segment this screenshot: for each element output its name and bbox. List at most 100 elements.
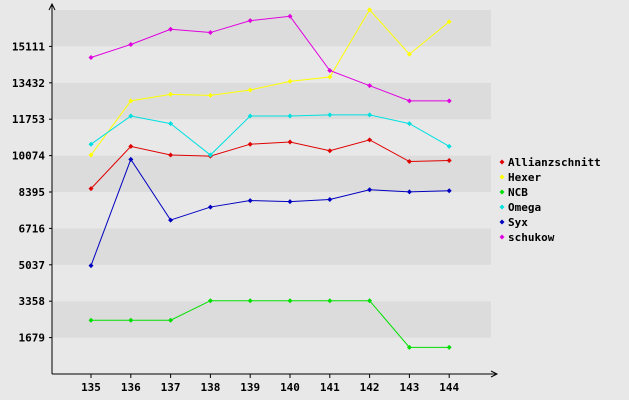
data-point [327, 67, 333, 73]
grid-band [52, 228, 491, 265]
data-point [207, 152, 213, 158]
legend-item: NCB [499, 186, 528, 199]
data-point [406, 98, 412, 104]
data-point [367, 137, 373, 143]
data-point [128, 113, 134, 119]
x-axis-arrow [490, 370, 499, 378]
data-point [207, 204, 213, 210]
data-point [168, 317, 174, 323]
x-tick-label: 135 [81, 381, 101, 394]
data-point [88, 263, 94, 269]
grid-band [52, 301, 491, 338]
grid-band [52, 119, 491, 156]
x-tick-label: 139 [240, 381, 260, 394]
y-tick-label: 5037 [19, 259, 46, 272]
data-point [406, 51, 412, 57]
x-axis-ticks: 135 136 137 138 139 140 141 142 143 144 [81, 374, 460, 394]
y-tick-label: 8395 [19, 186, 46, 199]
series-schukow [88, 13, 452, 104]
data-point [207, 92, 213, 98]
x-tick-label: 142 [360, 381, 380, 394]
data-point [406, 159, 412, 165]
data-point [207, 30, 213, 36]
legend-marker [499, 189, 505, 195]
data-point [247, 198, 253, 204]
data-point [327, 112, 333, 118]
data-point [128, 41, 134, 47]
data-point [287, 139, 293, 145]
data-point [247, 141, 253, 147]
axes [48, 2, 499, 378]
data-point [128, 317, 134, 323]
x-tick-label: 137 [161, 381, 181, 394]
data-point [168, 26, 174, 32]
legend-marker [499, 234, 505, 240]
grid-band [52, 10, 491, 47]
data-point [446, 19, 452, 25]
grid-band [52, 192, 491, 229]
grid-bands [52, 10, 491, 374]
data-point [88, 317, 94, 323]
data-point [406, 189, 412, 195]
data-point [446, 188, 452, 194]
data-point [367, 112, 373, 118]
x-tick-label: 140 [280, 381, 300, 394]
grid-band [52, 46, 491, 83]
data-point [88, 54, 94, 60]
legend-label: schukow [508, 231, 555, 244]
y-tick-label: 13432 [12, 77, 45, 90]
data-point [128, 156, 134, 162]
legend: Allianzschnitt Hexer NCB Omega Syx schukow [499, 156, 601, 244]
data-point [207, 298, 213, 304]
legend-item: Omega [499, 201, 541, 214]
legend-marker [499, 204, 505, 210]
y-axis-arrow [48, 2, 56, 11]
data-point [287, 13, 293, 19]
x-tick-label: 143 [399, 381, 419, 394]
series-lines [88, 7, 452, 350]
data-point [287, 78, 293, 84]
grid-band [52, 337, 491, 374]
data-point [446, 98, 452, 104]
y-tick-label: 3358 [19, 295, 46, 308]
data-point [128, 143, 134, 149]
data-point [88, 186, 94, 192]
data-point [168, 121, 174, 127]
legend-label: NCB [508, 186, 528, 199]
legend-item: schukow [499, 231, 555, 244]
legend-marker [499, 219, 505, 225]
x-tick-label: 141 [320, 381, 340, 394]
data-point [367, 187, 373, 193]
data-point [128, 98, 134, 104]
y-tick-label: 6716 [19, 222, 46, 235]
data-point [287, 199, 293, 205]
series-omega [88, 112, 452, 158]
data-point [367, 83, 373, 89]
x-tick-label: 144 [439, 381, 459, 394]
series-line [90, 158, 450, 266]
y-tick-label: 11753 [12, 113, 45, 126]
series-hexer [88, 7, 452, 158]
series-line [90, 15, 450, 102]
legend-item: Hexer [499, 171, 541, 184]
data-point [367, 298, 373, 304]
data-point [247, 298, 253, 304]
data-point [168, 152, 174, 158]
data-point [327, 196, 333, 202]
data-point [327, 148, 333, 154]
legend-label: Hexer [508, 171, 541, 184]
data-point [446, 157, 452, 163]
x-tick-label: 136 [121, 381, 141, 394]
data-point [168, 217, 174, 223]
data-point [168, 91, 174, 97]
data-point [446, 344, 452, 350]
series-ncb [88, 298, 452, 350]
data-point [247, 18, 253, 24]
y-tick-label: 10074 [12, 150, 45, 163]
series-line [90, 139, 450, 189]
grid-band [52, 264, 491, 302]
series-syx [88, 156, 452, 269]
data-point [327, 74, 333, 80]
series-line [91, 300, 450, 348]
x-tick-label: 138 [200, 381, 220, 394]
